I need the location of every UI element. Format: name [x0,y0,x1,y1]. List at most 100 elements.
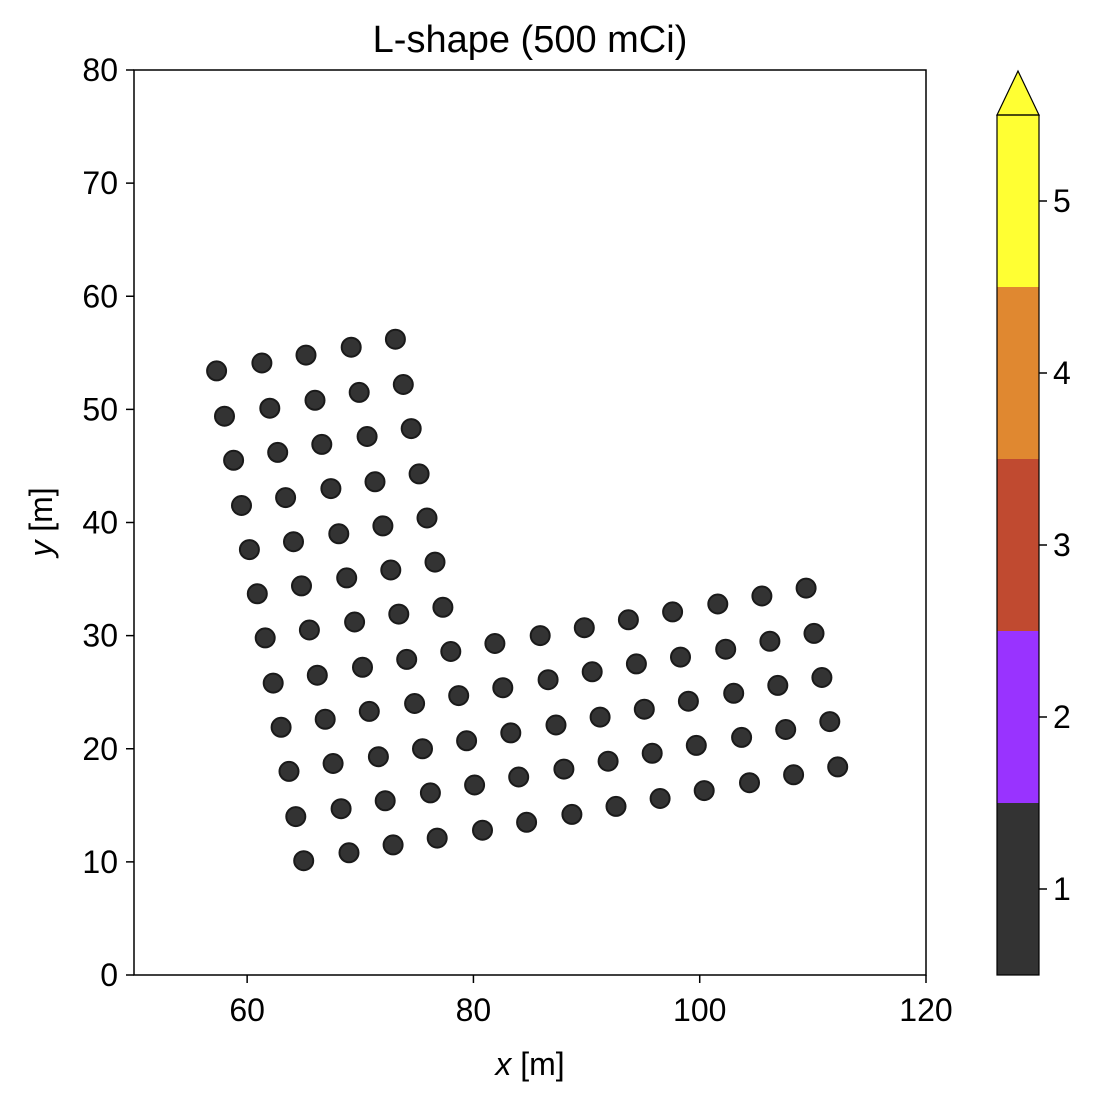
data-point [662,601,684,623]
data-point [295,344,317,366]
x-tick-label: 100 [673,992,726,1028]
data-point [298,619,320,641]
data-point [783,764,805,786]
data-point [633,698,655,720]
data-point [767,674,789,696]
x-tick-label: 120 [899,992,952,1028]
data-point [278,760,300,782]
data-point [214,405,235,427]
data-point [811,667,833,688]
y-axis-label: y [m] [23,487,59,558]
y-tick-label: 10 [82,844,118,880]
data-point [625,653,647,675]
data-point [419,782,441,804]
data-point [707,593,729,615]
data-point [254,627,276,649]
data-point [545,714,567,736]
data-point [537,669,559,691]
data-point [649,788,671,809]
x-axis-ticks: 60 80 100 120 [229,975,953,1028]
data-point [472,819,493,841]
data-point [358,700,380,722]
data-point [426,827,448,849]
data-point [484,633,506,654]
data-point [311,433,333,455]
data-point [251,352,273,374]
y-tick-label: 60 [82,278,118,314]
data-point [283,531,304,553]
x-axis-label: x [m] [493,1046,564,1082]
data-point [723,682,745,704]
chart-title: L-shape (500 mCi) [373,19,688,61]
data-point [344,611,366,633]
data-point [336,567,358,589]
data-point [759,630,781,652]
data-point [293,850,315,872]
data-point [641,742,663,764]
colorbar-extend-arrow [996,69,1040,116]
data-point [328,523,350,545]
data-point [372,515,394,537]
data-point [561,803,583,825]
data-point [751,585,773,607]
data-point [827,756,849,778]
data-point [291,575,312,597]
data-point [330,798,352,820]
y-tick-label: 80 [82,52,118,88]
data-point [275,487,297,509]
data-point [412,738,433,760]
colorbar-tick-label: 1 [1053,871,1071,907]
data-point [364,471,386,493]
data-point [396,648,418,670]
y-axis-unit: [m] [23,487,59,540]
colorbar-tick-label: 4 [1053,355,1071,391]
data-point [314,708,336,730]
data-point [416,507,438,529]
data-point [529,625,551,647]
data-point [367,746,389,768]
data-point [348,381,370,403]
y-tick-label: 70 [82,165,118,201]
colorbar-tick-label: 2 [1053,699,1071,735]
y-tick-label: 30 [82,618,118,654]
data-point [803,622,825,644]
colorbar-band [997,803,1039,975]
data-point [685,734,707,756]
y-tick-label: 50 [82,391,118,427]
data-point [573,617,595,639]
data-point [553,758,575,780]
data-point [246,583,268,605]
data-point [374,790,396,812]
data-point [605,795,627,817]
colorbar-band [997,287,1039,459]
data-point [508,766,530,788]
data-point [819,711,841,733]
data-point [206,360,228,382]
data-point [285,806,307,828]
y-axis-var: y [23,539,59,559]
y-tick-label: 0 [100,957,118,993]
data-point [320,478,342,500]
data-point [448,685,470,707]
data-point [464,774,486,796]
data-point [456,730,478,752]
data-point [424,551,446,573]
data-point [597,750,619,772]
data-point [392,374,414,395]
data-point [795,577,817,599]
x-axis-unit: [m] [511,1046,564,1082]
y-axis-ticks: 0 10 20 30 40 50 60 70 80 [82,52,134,993]
data-point [267,441,289,463]
colorbar: 1 2 3 4 5 [996,69,1071,976]
data-point [306,664,328,686]
data-point [500,722,522,744]
data-point [259,397,281,419]
data-point [400,418,422,440]
x-tick-label: 60 [229,992,265,1028]
colorbar-band [997,459,1039,631]
data-point [238,539,260,561]
colorbar-tick-label: 5 [1053,183,1071,219]
data-point [231,495,252,516]
data-point [440,641,462,662]
